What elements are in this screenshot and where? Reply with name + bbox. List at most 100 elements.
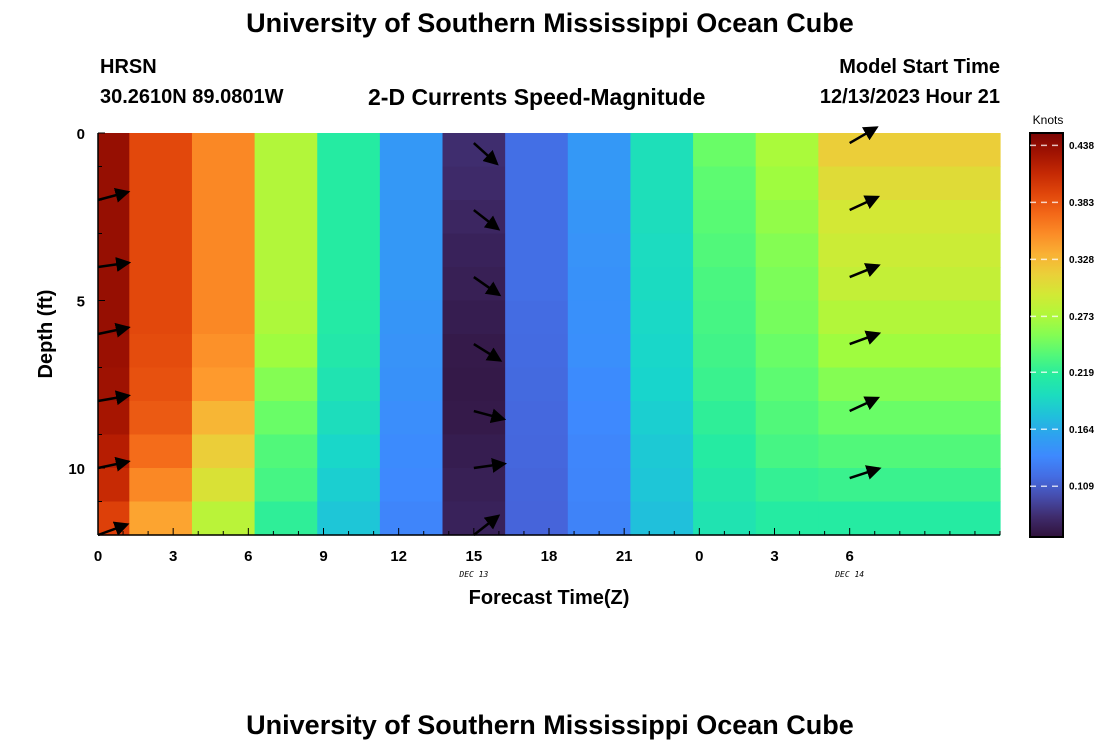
heatmap-cell bbox=[818, 267, 1001, 302]
heatmap-cell bbox=[191, 367, 256, 402]
heatmap-cell bbox=[630, 434, 694, 469]
y-axis-title: Depth (ft) bbox=[35, 290, 57, 379]
heatmap-cell bbox=[567, 434, 632, 469]
heatmap-cell bbox=[567, 401, 632, 436]
heatmap-cell bbox=[567, 267, 632, 302]
heatmap-cell bbox=[505, 166, 569, 201]
colorbar-tick-label: 0.273 bbox=[1069, 312, 1094, 323]
heatmap-cell bbox=[505, 334, 569, 369]
heatmap-cell bbox=[693, 367, 757, 402]
heatmap-cell bbox=[505, 468, 569, 503]
heatmap-cell bbox=[254, 434, 318, 469]
model-start-value: 12/13/2023 Hour 21 bbox=[819, 86, 1000, 108]
x-axis-title: Forecast Time(Z) bbox=[469, 587, 630, 609]
y-tick-label: 10 bbox=[68, 461, 85, 478]
heatmap-cell bbox=[755, 501, 819, 536]
heatmap-cell bbox=[254, 200, 318, 235]
heatmap-cell bbox=[379, 468, 444, 503]
heatmap-cell bbox=[630, 401, 694, 436]
heatmap-cell bbox=[755, 468, 819, 503]
heatmap-cell bbox=[191, 300, 256, 335]
heatmap-cell bbox=[379, 166, 444, 201]
heatmap-cell bbox=[755, 233, 819, 268]
footer-title: University of Southern Mississippi Ocean… bbox=[246, 710, 854, 740]
date-label: DEC 13 bbox=[458, 570, 488, 579]
heatmap-cell bbox=[379, 367, 444, 402]
heatmap-cell bbox=[630, 334, 694, 369]
heatmap-cell bbox=[129, 300, 193, 335]
heatmap-cell bbox=[693, 468, 757, 503]
heatmap-cell bbox=[630, 468, 694, 503]
heatmap-cell bbox=[98, 334, 130, 369]
heatmap-cell bbox=[379, 501, 444, 536]
chart-title: 2-D Currents Speed-Magnitude bbox=[368, 84, 706, 110]
heatmap-cell bbox=[755, 300, 819, 335]
heatmap-cell bbox=[818, 233, 1001, 268]
heatmap-cell bbox=[379, 434, 444, 469]
x-tick-label: 6 bbox=[244, 548, 252, 565]
heatmap-cell bbox=[129, 367, 193, 402]
current-arrow bbox=[849, 465, 882, 480]
heatmap-cell bbox=[442, 334, 506, 369]
heatmap-cell bbox=[254, 501, 318, 536]
x-tick-label: 9 bbox=[319, 548, 327, 565]
heatmap-cell bbox=[442, 468, 506, 503]
heatmap-cell bbox=[630, 233, 694, 268]
heatmap-cell bbox=[129, 166, 193, 201]
current-arrow bbox=[97, 456, 131, 472]
x-tick-label: 3 bbox=[770, 548, 778, 565]
heatmap-cell bbox=[442, 233, 506, 268]
x-tick-label: 12 bbox=[390, 548, 407, 565]
heatmap-cell bbox=[630, 133, 694, 168]
x-tick-label: 3 bbox=[169, 548, 177, 565]
heatmap-cells bbox=[98, 133, 1001, 536]
heatmap-cell bbox=[379, 233, 444, 268]
heatmap-cell bbox=[191, 434, 256, 469]
heatmap-cell bbox=[317, 501, 381, 536]
heatmap-cell bbox=[755, 367, 819, 402]
heatmap-cell bbox=[129, 468, 193, 503]
colorbar-tick-label: 0.438 bbox=[1069, 141, 1094, 152]
heatmap-cell bbox=[129, 501, 193, 536]
heatmap-cell bbox=[442, 267, 506, 302]
heatmap-cell bbox=[755, 401, 819, 436]
heatmap-cell bbox=[317, 133, 381, 168]
heatmap-cell bbox=[693, 334, 757, 369]
heatmap-cell bbox=[818, 334, 1001, 369]
heatmap-cell bbox=[317, 434, 381, 469]
heatmap-cell bbox=[317, 334, 381, 369]
current-arrow bbox=[473, 276, 502, 297]
x-tick-label: 6 bbox=[845, 548, 853, 565]
heatmap-cell bbox=[630, 166, 694, 201]
heatmap-cell bbox=[567, 468, 632, 503]
heatmap-cell bbox=[818, 300, 1001, 335]
heatmap-cell bbox=[317, 401, 381, 436]
heatmap-cell bbox=[317, 166, 381, 201]
heatmap-cell bbox=[630, 267, 694, 302]
heatmap-cell bbox=[129, 334, 193, 369]
heatmap-cell bbox=[191, 166, 256, 201]
current-arrow bbox=[849, 330, 882, 346]
colorbar-tick-label: 0.383 bbox=[1069, 198, 1094, 209]
model-start-label: Model Start Time bbox=[839, 56, 1000, 78]
current-arrow bbox=[849, 126, 879, 145]
heatmap-cell bbox=[505, 434, 569, 469]
heatmap-cell bbox=[505, 233, 569, 268]
heatmap-cell bbox=[505, 501, 569, 536]
x-tick-label: 0 bbox=[94, 548, 102, 565]
heatmap-cell bbox=[254, 334, 318, 369]
station-coords: 30.2610N 89.0801W bbox=[100, 86, 284, 108]
heatmap-cell bbox=[505, 300, 569, 335]
heatmap-cell bbox=[567, 133, 632, 168]
heatmap-cell bbox=[129, 133, 193, 168]
current-arrow bbox=[849, 396, 881, 413]
heatmap-cell bbox=[567, 200, 632, 235]
heatmap-cell bbox=[693, 434, 757, 469]
heatmap-cell bbox=[755, 267, 819, 302]
colorbar: Knots 0.438 0.383 0.328 0.273 0.219 0.164 0.10… bbox=[1029, 113, 1094, 538]
heatmap-cell bbox=[442, 367, 506, 402]
heatmap-cell bbox=[818, 468, 1001, 503]
heatmap-cell bbox=[818, 401, 1001, 436]
heatmap-cell bbox=[567, 233, 632, 268]
heatmap-cell bbox=[98, 133, 130, 168]
